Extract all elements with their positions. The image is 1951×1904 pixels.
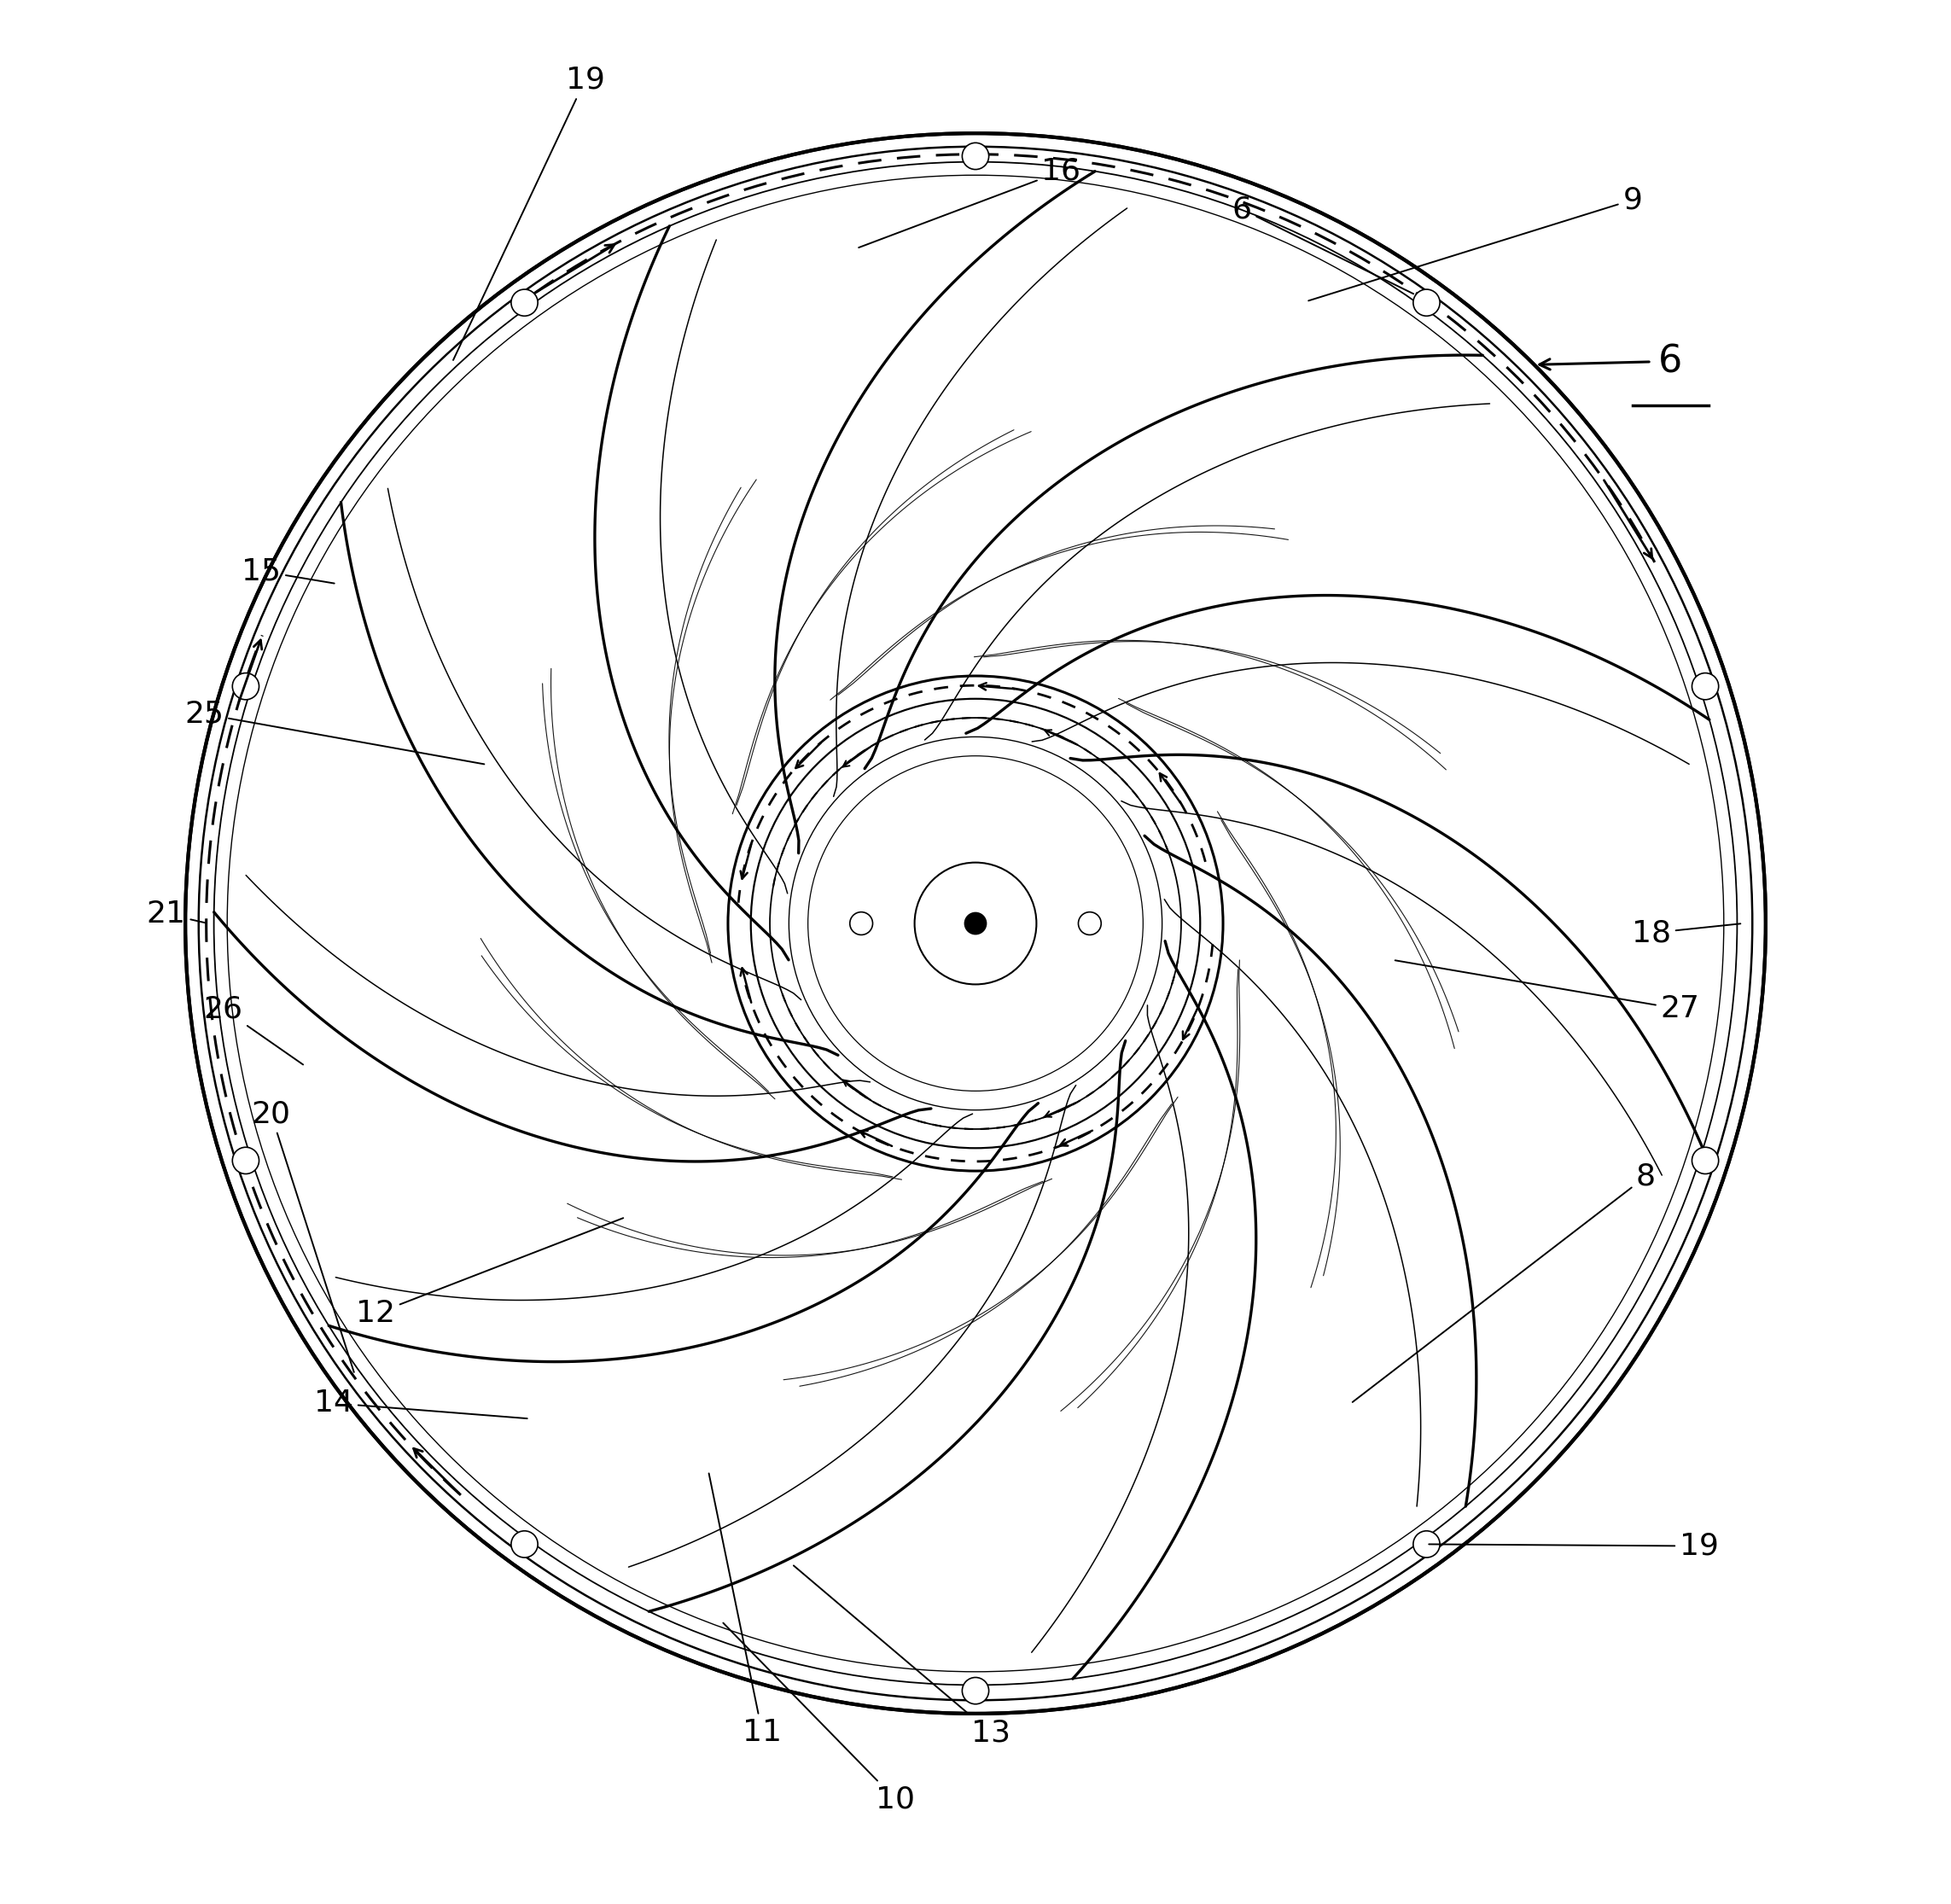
Text: 19: 19: [453, 65, 605, 360]
Text: 20: 20: [252, 1099, 353, 1373]
Circle shape: [962, 143, 989, 169]
Circle shape: [1413, 289, 1440, 316]
Circle shape: [511, 1531, 538, 1557]
Text: 27: 27: [1395, 960, 1699, 1024]
Text: 10: 10: [724, 1622, 915, 1815]
Text: 12: 12: [357, 1219, 622, 1329]
Text: 6: 6: [1658, 343, 1682, 381]
Circle shape: [851, 912, 872, 935]
Text: 16: 16: [858, 156, 1081, 248]
Text: 21: 21: [146, 899, 207, 929]
Text: 26: 26: [203, 994, 302, 1064]
Text: 25: 25: [185, 699, 484, 764]
Circle shape: [1692, 1148, 1719, 1175]
Circle shape: [232, 1148, 259, 1175]
Circle shape: [1692, 672, 1719, 699]
Circle shape: [511, 289, 538, 316]
Circle shape: [232, 672, 259, 699]
Circle shape: [962, 1677, 989, 1704]
Circle shape: [185, 133, 1766, 1714]
Text: 14: 14: [314, 1388, 527, 1418]
Text: 9: 9: [1309, 185, 1643, 301]
Text: 19: 19: [1428, 1531, 1719, 1561]
Text: 18: 18: [1631, 918, 1740, 948]
Text: 11: 11: [708, 1474, 782, 1748]
Text: 13: 13: [794, 1565, 1011, 1748]
Circle shape: [1079, 912, 1100, 935]
Circle shape: [964, 912, 987, 935]
Circle shape: [1413, 1531, 1440, 1557]
Text: 8: 8: [1352, 1161, 1656, 1401]
Text: 15: 15: [242, 556, 334, 586]
Text: 6: 6: [1233, 194, 1414, 293]
